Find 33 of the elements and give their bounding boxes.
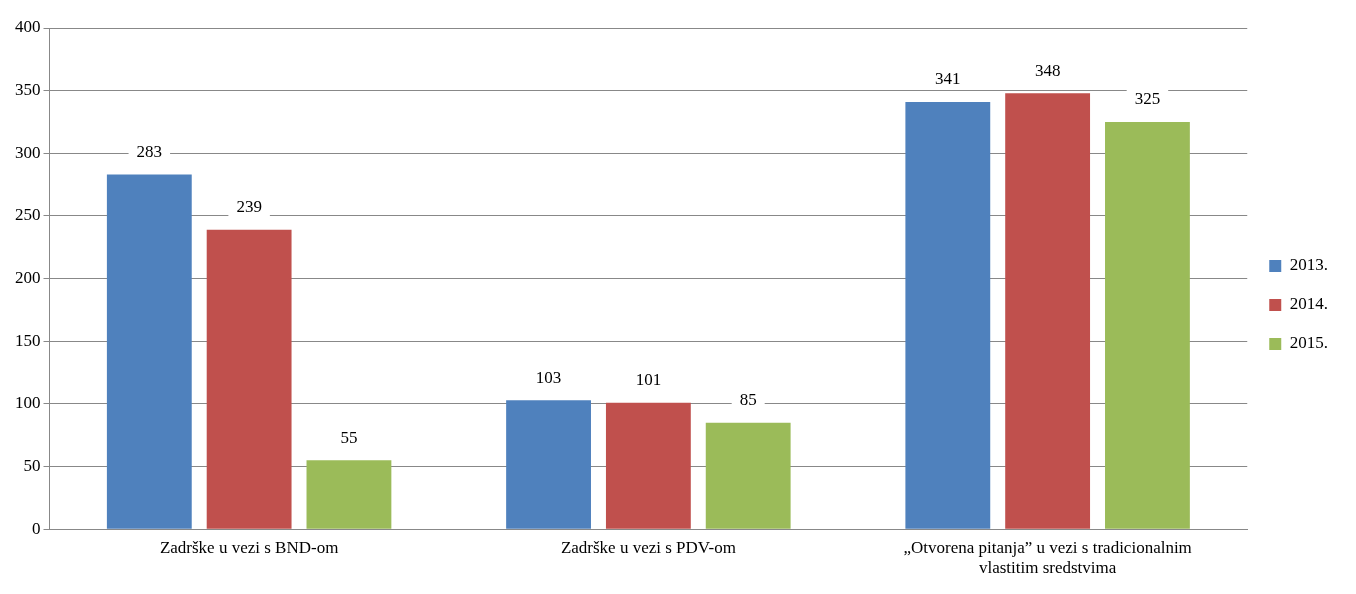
y-tick-label: 250 bbox=[15, 205, 41, 225]
legend-label: 2013. bbox=[1289, 255, 1328, 275]
y-tick-label: 0 bbox=[32, 518, 41, 538]
y-tick-label: 350 bbox=[15, 80, 41, 100]
bar bbox=[1005, 93, 1091, 529]
y-tick-label: 200 bbox=[15, 268, 41, 288]
data-label: 341 bbox=[935, 69, 961, 89]
y-tick-label: 300 bbox=[15, 142, 41, 162]
data-label: 55 bbox=[340, 427, 358, 447]
y-tick-label: 50 bbox=[23, 456, 41, 476]
data-label: 103 bbox=[535, 367, 562, 387]
x-tick-label: Zadrške u vezi s BND-om bbox=[159, 537, 339, 557]
data-label: 283 bbox=[136, 142, 163, 162]
legend-label: 2015. bbox=[1289, 333, 1328, 353]
data-label: 239 bbox=[236, 197, 262, 217]
y-tick-label: 100 bbox=[15, 393, 41, 413]
bar bbox=[106, 174, 192, 529]
y-tick-label: 400 bbox=[15, 17, 41, 37]
legend-label: 2014. bbox=[1289, 294, 1328, 314]
x-tick-label: „Otvorena pitanja” u vezi s tradicionalnim vlastitim sredstvima bbox=[903, 537, 1192, 578]
y-tick-label: 150 bbox=[15, 330, 41, 350]
data-label: 101 bbox=[635, 370, 662, 390]
bar bbox=[905, 101, 991, 529]
bar bbox=[506, 400, 591, 529]
bar bbox=[206, 229, 292, 529]
bar bbox=[705, 422, 791, 529]
data-label: 85 bbox=[739, 390, 757, 410]
bar bbox=[306, 460, 392, 529]
bar bbox=[1105, 121, 1190, 529]
data-label: 325 bbox=[1134, 89, 1161, 109]
data-label: 348 bbox=[1034, 60, 1061, 80]
bar bbox=[605, 402, 691, 529]
x-tick-label: Zadrške u vezi s PDV-om bbox=[560, 537, 736, 557]
